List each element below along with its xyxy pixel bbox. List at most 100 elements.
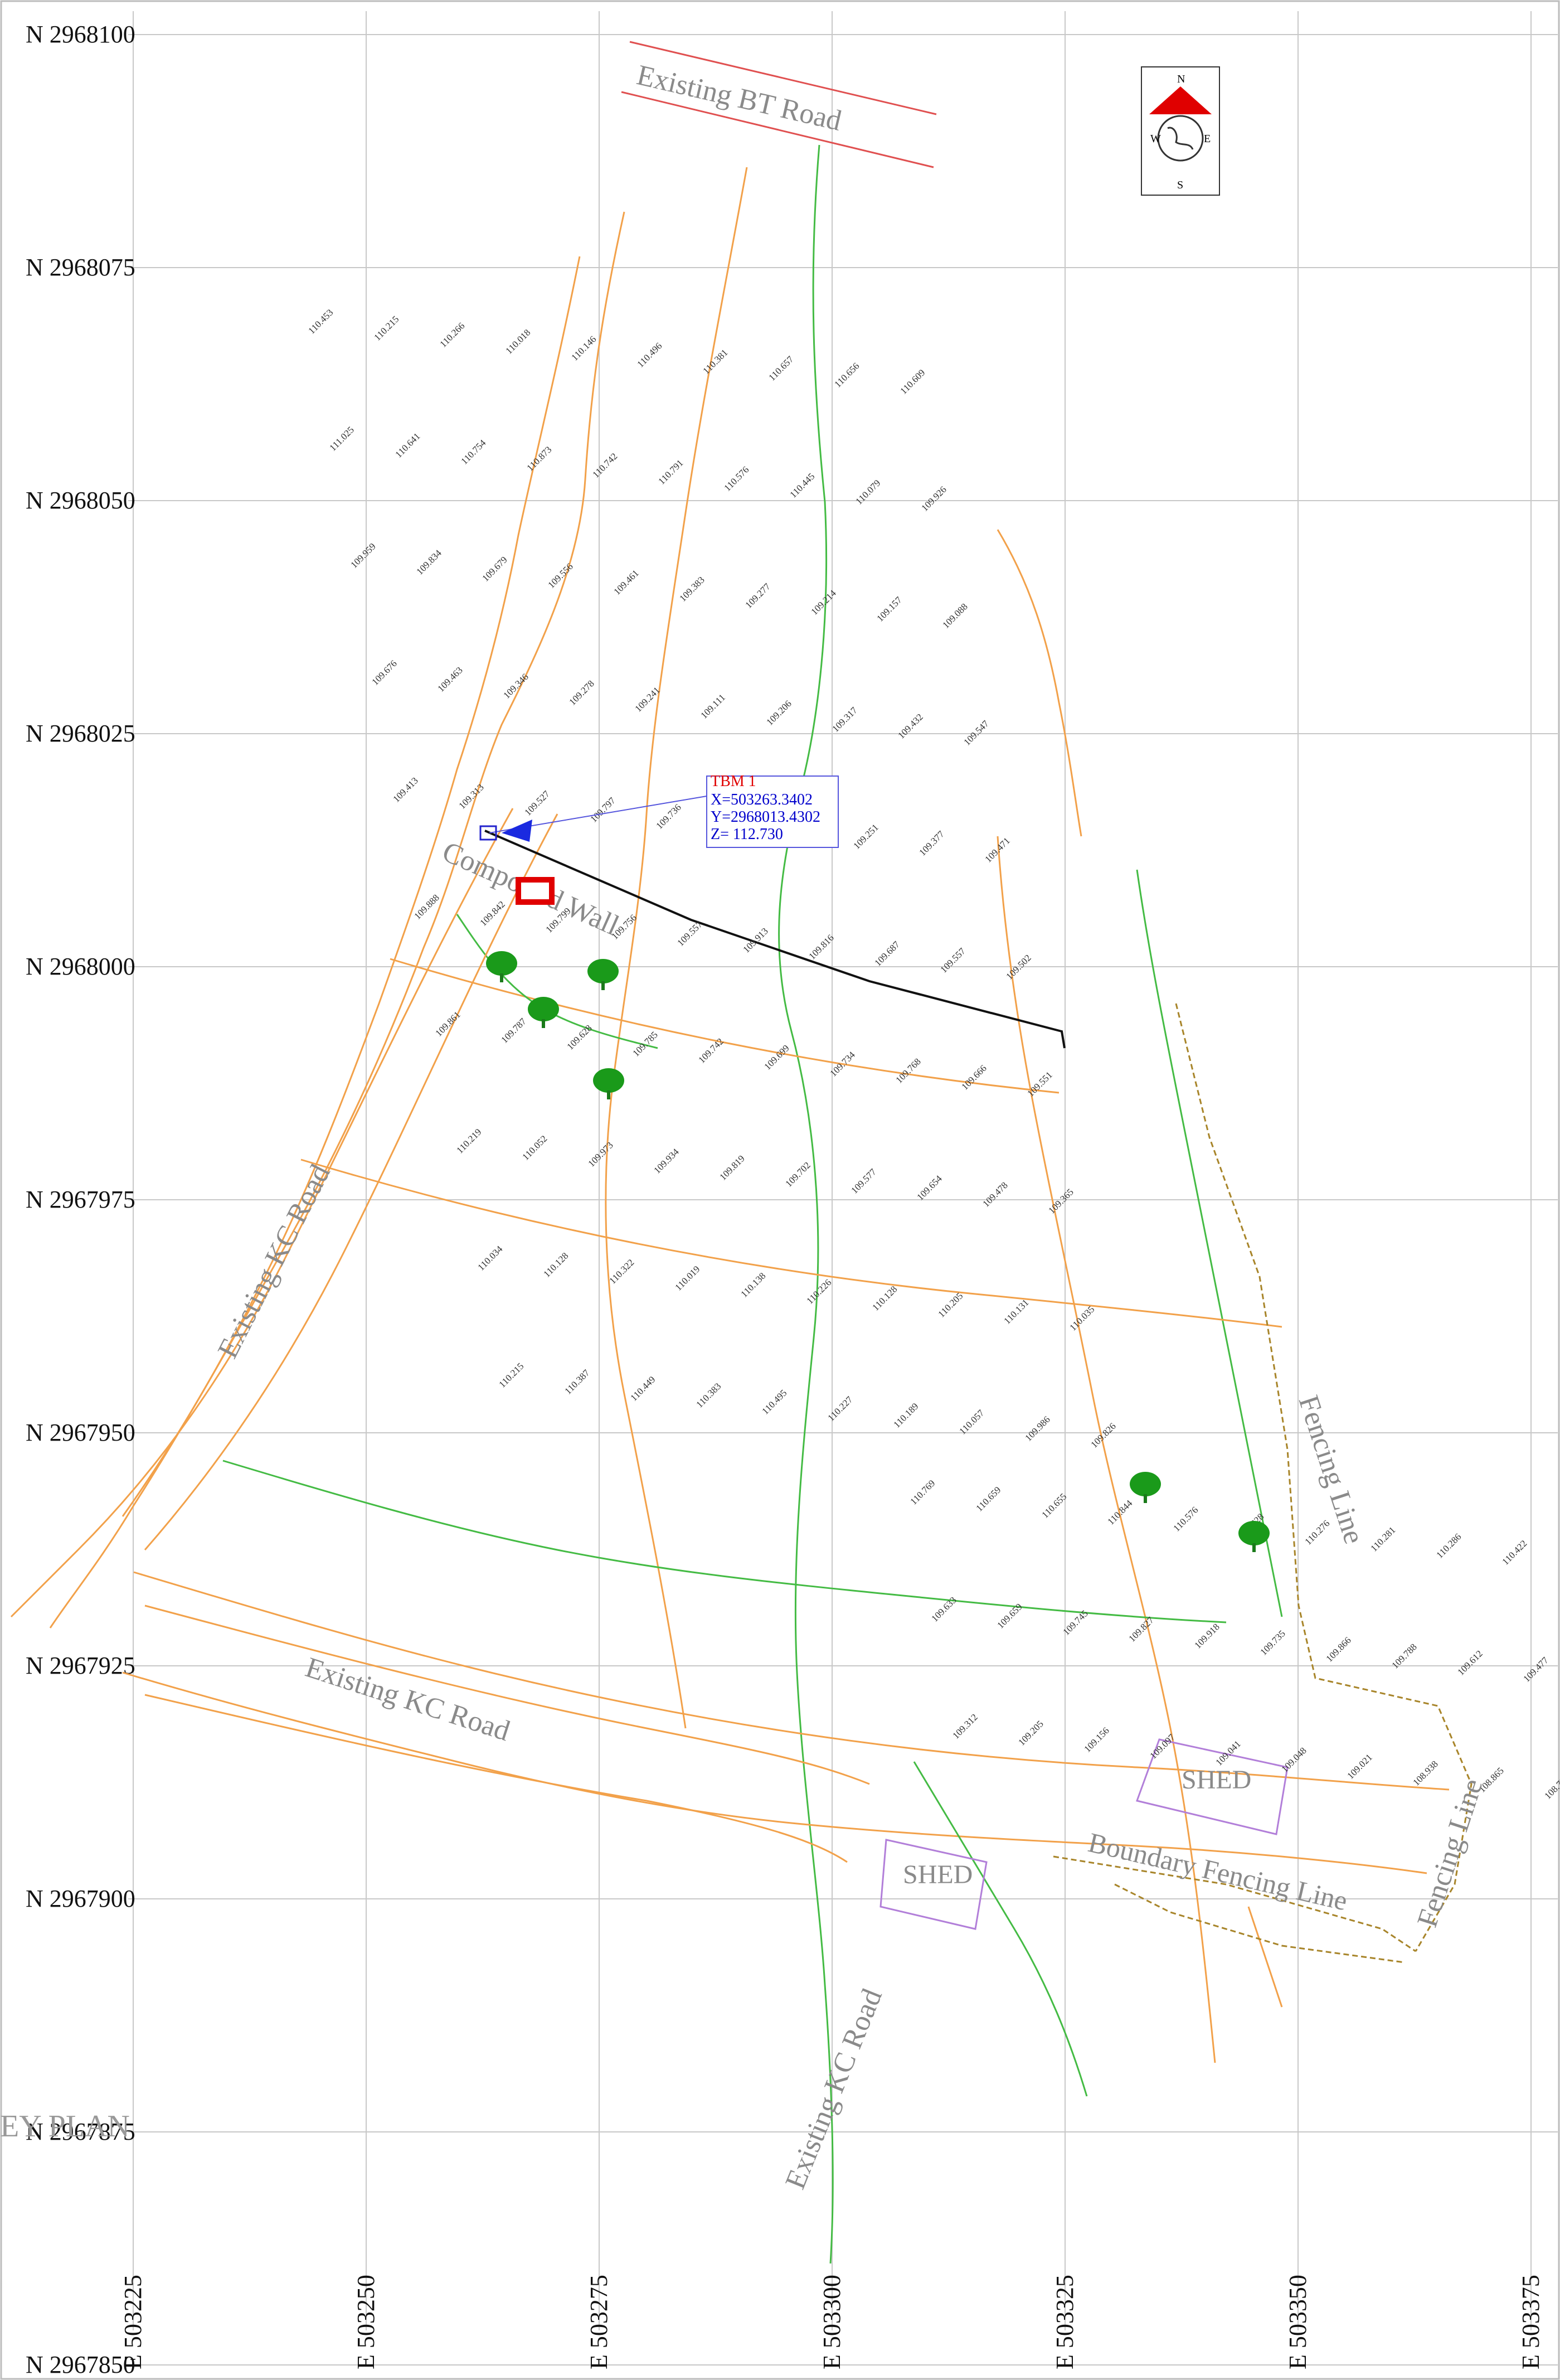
spot-height-label: 110.381 bbox=[701, 347, 730, 376]
spot-height-label: 110.227 bbox=[825, 1394, 854, 1423]
shed-label-1: SHED bbox=[1182, 1765, 1251, 1795]
spot-height-label: 108.938 bbox=[1411, 1758, 1440, 1788]
bt-road-north-edge bbox=[629, 41, 937, 115]
spot-height-label: 109.557 bbox=[675, 919, 704, 948]
spot-height-label: 110.215 bbox=[372, 314, 401, 343]
northing-label: N 2967900 bbox=[26, 1885, 135, 1912]
reference-marker bbox=[516, 877, 555, 905]
bt-road-south-edge bbox=[621, 91, 934, 168]
spot-height-label: 109.097 bbox=[1148, 1732, 1177, 1761]
spot-height-label: 110.131 bbox=[1002, 1297, 1031, 1326]
spot-height-label: 110.286 bbox=[1434, 1531, 1463, 1560]
spot-height-label: 108.796 bbox=[1542, 1772, 1560, 1801]
easting-label: E 503325 bbox=[1051, 2275, 1078, 2369]
spot-height-label: 109.111 bbox=[698, 692, 727, 721]
spot-height-label: 109.827 bbox=[1126, 1615, 1156, 1644]
spot-height-label: 110.322 bbox=[607, 1257, 636, 1286]
key-plan-label: EY PLAN bbox=[0, 2109, 130, 2144]
tbm-x: X=503263.3402 bbox=[711, 791, 813, 808]
spot-height-label: 109.842 bbox=[478, 899, 507, 928]
spot-height-label: 110.754 bbox=[459, 437, 488, 466]
shed-label-2: SHED bbox=[903, 1860, 973, 1889]
spot-height-label: 110.791 bbox=[656, 458, 685, 487]
spot-height-label: 110.742 bbox=[590, 451, 619, 480]
spot-height-label: 110.576 bbox=[1171, 1505, 1200, 1534]
spot-height-label: 109.556 bbox=[546, 561, 575, 590]
spot-height-label: 110.128 bbox=[541, 1250, 570, 1279]
spot-height-label: 111.025 bbox=[327, 424, 356, 453]
spot-height-label: 110.387 bbox=[562, 1367, 591, 1396]
spot-height-label: 110.281 bbox=[1368, 1525, 1397, 1554]
spot-height-label: 109.527 bbox=[522, 788, 552, 818]
tbm-callout-box bbox=[706, 775, 839, 848]
spot-height-label: 110.079 bbox=[853, 478, 882, 507]
spot-height-label: 110.189 bbox=[891, 1401, 920, 1430]
spot-height-label: 109.577 bbox=[849, 1166, 878, 1196]
west-letter: W bbox=[1150, 133, 1161, 145]
kc-road-center-label: Existing KC Road bbox=[779, 1985, 888, 2194]
tree-icon bbox=[587, 959, 619, 990]
spot-height-label: 110.057 bbox=[957, 1407, 986, 1436]
tbm-y: Y=2968013.4302 bbox=[711, 808, 820, 826]
spot-height-label: 110.138 bbox=[738, 1271, 767, 1300]
coordinate-grid bbox=[128, 11, 1558, 2366]
fencing-line-far-east-label: Fencing Line bbox=[1411, 1775, 1489, 1931]
boundary-fencing-label: Boundary Fencing Line bbox=[1086, 1826, 1350, 1916]
spot-height-label: 110.453 bbox=[306, 307, 335, 336]
spot-height-label: 109.383 bbox=[677, 574, 707, 604]
contour-lines bbox=[49, 144, 1450, 2264]
shed-outlines bbox=[879, 1738, 1289, 1930]
spot-height-label: 109.687 bbox=[872, 939, 902, 968]
tbm-title: TBM 1 bbox=[711, 773, 756, 790]
spot-height-label: 109.277 bbox=[743, 581, 772, 610]
spot-height-label: 109.041 bbox=[1213, 1738, 1243, 1768]
spot-height-label: 110.205 bbox=[936, 1291, 965, 1320]
spot-height-label: 109.986 bbox=[1023, 1414, 1052, 1443]
tbm-flag-icon bbox=[502, 820, 532, 842]
shed-outline-2 bbox=[879, 1839, 988, 1930]
spot-height-label: 110.495 bbox=[760, 1388, 789, 1417]
spot-height-label: 109.157 bbox=[874, 594, 904, 624]
spot-height-label: 110.276 bbox=[1303, 1518, 1331, 1547]
northing-label: N 2968050 bbox=[26, 487, 135, 514]
spot-height-label: 109.768 bbox=[893, 1056, 923, 1085]
feature-labels: Existing BT Road Existing KC Road Existi… bbox=[0, 59, 1489, 2193]
spot-height-label: 109.654 bbox=[915, 1173, 944, 1203]
spot-height-label: 110.769 bbox=[908, 1478, 937, 1507]
tbm-marker: TBM 1 X=503263.3402 Y=2968013.4302 Z= 11… bbox=[479, 773, 839, 848]
globe-icon bbox=[1157, 115, 1204, 162]
easting-label: E 503250 bbox=[352, 2275, 380, 2369]
spot-height-label: 109.312 bbox=[950, 1712, 980, 1741]
spot-height-label: 110.383 bbox=[694, 1381, 723, 1410]
spot-height-label: 109.088 bbox=[940, 601, 970, 631]
northing-label: N 2967875 bbox=[26, 2118, 135, 2145]
spot-height-label: 109.477 bbox=[1521, 1655, 1551, 1684]
spot-height-label: 110.019 bbox=[673, 1264, 702, 1293]
kc-road-edges bbox=[10, 808, 870, 1863]
easting-label: E 503275 bbox=[585, 2275, 613, 2369]
spot-height-label: 109.699 bbox=[762, 1043, 791, 1072]
tree-icon bbox=[528, 997, 559, 1028]
spot-height-label: 110.226 bbox=[804, 1277, 833, 1306]
spot-height-label: 109.205 bbox=[1016, 1718, 1046, 1748]
spot-height-label: 109.432 bbox=[896, 711, 925, 741]
northing-label: N 2968100 bbox=[26, 21, 135, 48]
coordinate-grid-labels: N 2968100 N 2968075 N 2968050 N 2968025 N 29… bbox=[26, 21, 1544, 2378]
spot-height-label: 110.215 bbox=[497, 1361, 526, 1390]
spot-height-label: 109.787 bbox=[499, 1016, 528, 1045]
spot-height-label: 109.214 bbox=[809, 588, 838, 617]
spot-height-label: 109.834 bbox=[414, 547, 444, 577]
spot-height-label: 110.219 bbox=[454, 1127, 483, 1156]
tree-icon bbox=[486, 951, 517, 982]
spot-height-label: 110.034 bbox=[475, 1243, 504, 1272]
south-letter: S bbox=[1177, 179, 1183, 191]
compound-wall bbox=[484, 830, 1066, 1049]
spot-height-label: 110.422 bbox=[1500, 1538, 1529, 1567]
northing-label: N 2968000 bbox=[26, 953, 135, 980]
spot-height-label: 109.819 bbox=[717, 1153, 747, 1182]
tree-icon bbox=[1238, 1521, 1270, 1552]
spot-height-label: 109.735 bbox=[1258, 1628, 1287, 1657]
spot-height-label: 109.612 bbox=[1455, 1648, 1485, 1678]
northing-label: N 2968025 bbox=[26, 720, 135, 747]
